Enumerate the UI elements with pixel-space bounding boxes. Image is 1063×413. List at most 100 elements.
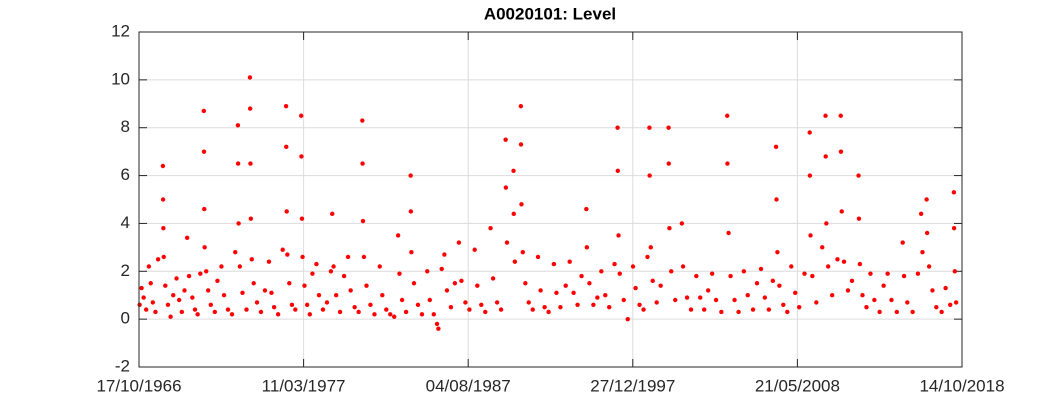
data-point — [728, 273, 733, 279]
data-point — [647, 125, 652, 130]
data-point — [952, 269, 958, 274]
data-point — [823, 113, 828, 118]
data-point — [503, 185, 509, 190]
x-tick-label: 11/03/1977 — [262, 376, 346, 395]
data-point — [271, 304, 277, 310]
data-point — [212, 309, 217, 315]
data-point — [951, 190, 957, 195]
data-point — [494, 300, 500, 305]
data-point — [307, 312, 312, 317]
data-point — [247, 106, 253, 111]
x-tick-label: 04/08/1987 — [426, 376, 511, 395]
data-point — [384, 307, 389, 312]
data-point — [785, 309, 790, 315]
data-point — [910, 309, 915, 315]
data-point — [647, 173, 652, 178]
data-point — [814, 300, 819, 305]
data-point — [254, 300, 260, 305]
data-point — [171, 293, 176, 298]
data-point — [648, 245, 653, 250]
axes-box — [138, 31, 963, 368]
data-point — [773, 144, 779, 150]
data-point — [179, 309, 185, 315]
data-point — [679, 221, 685, 226]
data-point — [266, 259, 272, 264]
data-point — [148, 281, 153, 286]
data-point — [337, 309, 343, 315]
data-point — [160, 197, 166, 202]
data-point — [244, 307, 249, 312]
data-point — [395, 233, 401, 238]
data-point — [774, 197, 779, 202]
data-point — [519, 202, 524, 207]
y-tick-label: 0 — [121, 309, 130, 328]
data-point — [165, 302, 171, 307]
data-point — [289, 302, 295, 307]
data-point — [535, 254, 541, 260]
data-point — [650, 278, 655, 284]
data-point — [680, 264, 686, 269]
data-point — [745, 293, 750, 298]
data-point — [953, 300, 959, 305]
data-point — [839, 209, 844, 214]
data-point — [641, 307, 646, 312]
data-point — [554, 290, 559, 296]
y-tick-label: 2 — [121, 261, 130, 280]
data-point — [630, 264, 636, 269]
y-tick-label: 10 — [111, 69, 130, 88]
data-point — [856, 216, 862, 221]
data-point — [498, 307, 504, 312]
data-point — [542, 304, 547, 310]
data-point — [205, 288, 211, 293]
data-point — [368, 302, 373, 307]
data-point — [615, 125, 620, 130]
data-point — [857, 261, 863, 267]
data-point — [849, 278, 855, 284]
data-point — [838, 149, 844, 154]
data-point — [615, 168, 621, 173]
data-point — [201, 108, 206, 114]
data-point — [269, 290, 274, 296]
data-point — [463, 300, 468, 305]
data-point — [666, 161, 671, 166]
data-point — [198, 271, 203, 276]
data-point — [221, 293, 227, 298]
data-point — [229, 312, 235, 317]
plot-area — [139, 32, 962, 367]
data-point — [698, 295, 703, 300]
data-point — [176, 297, 182, 303]
data-point — [488, 226, 493, 231]
data-point — [838, 113, 843, 118]
data-point — [163, 283, 168, 288]
data-point — [361, 254, 367, 260]
data-point — [617, 271, 622, 276]
data-point — [388, 312, 393, 317]
data-point — [607, 304, 612, 310]
data-point — [425, 269, 430, 274]
data-point — [314, 261, 319, 267]
data-point — [302, 283, 307, 288]
data-point — [810, 273, 815, 279]
data-point — [240, 290, 245, 296]
data-point — [725, 161, 730, 166]
data-point — [168, 314, 173, 319]
data-point — [411, 281, 417, 286]
data-point — [348, 288, 353, 293]
data-point — [202, 206, 207, 212]
data-point — [380, 293, 385, 298]
data-point — [439, 266, 444, 272]
data-point — [841, 259, 847, 264]
data-point — [808, 233, 813, 238]
data-point — [247, 75, 253, 80]
data-point — [284, 209, 289, 214]
data-point — [153, 309, 158, 315]
data-point — [409, 249, 414, 255]
data-point — [684, 295, 690, 300]
data-point — [356, 309, 361, 315]
data-point — [736, 309, 741, 315]
data-point — [777, 283, 782, 288]
data-point — [225, 307, 231, 312]
data-point — [920, 249, 925, 255]
data-point — [538, 288, 543, 293]
y-tick-label: 6 — [121, 165, 130, 184]
